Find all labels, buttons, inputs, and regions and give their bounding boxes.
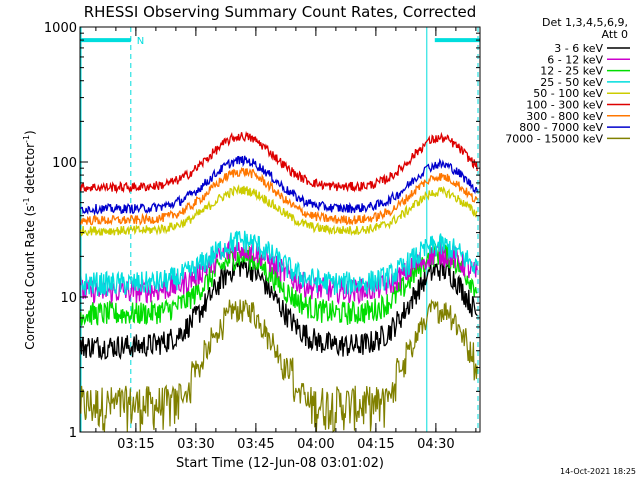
series-line (80, 230, 478, 297)
legend-label: 100 - 300 keV (526, 99, 603, 112)
y-axis-label-text: Corrected Count Rate (s (23, 205, 37, 349)
flag-label: N (137, 36, 144, 47)
legend-label: 6 - 12 keV (547, 53, 603, 66)
legend-label: 800 - 7000 keV (519, 121, 603, 134)
series-line (80, 255, 478, 361)
series-line (80, 298, 478, 434)
y-axis-label-end: ) (23, 130, 37, 135)
y-axis-label-sup1: -1 (22, 197, 31, 205)
legend-label: 3 - 6 keV (554, 42, 603, 55)
x-axis: 03:15 03:30 03:45 04:00 04:15 04:30 (95, 27, 477, 452)
legend-label: 25 - 50 keV (540, 76, 603, 89)
y-tick-label: 100 (52, 156, 77, 171)
series-line (80, 184, 478, 237)
x-tick-label: 04:00 (297, 437, 334, 452)
x-axis-label: Start Time (12-Jun-08 03:01:02) (176, 456, 384, 471)
series-line (80, 130, 478, 195)
footer-date: 14-Oct-2021 18:25 (560, 467, 636, 476)
y-tick-label: 1000 (44, 21, 77, 36)
y-axis: 1 10 100 1000 (44, 21, 480, 441)
legend-label: 50 - 100 keV (533, 87, 603, 100)
x-tick-label: 03:45 (237, 437, 274, 452)
plot-frame (79, 26, 481, 433)
series-line (80, 166, 478, 226)
y-tick-label: 1 (69, 426, 77, 441)
legend-header-line2: Att 0 (602, 28, 628, 41)
series-line (80, 242, 478, 326)
x-tick-label: 03:15 (117, 437, 154, 452)
x-tick-label: 04:30 (417, 437, 454, 452)
x-tick-label: 03:30 (177, 437, 214, 452)
legend-label: 12 - 25 keV (540, 65, 603, 78)
x-tick-label: 04:15 (357, 437, 394, 452)
legend-header-line1: Det 1,3,4,5,6,9, (542, 16, 628, 29)
legend-label: 7000 - 15000 keV (505, 132, 603, 145)
series-line (80, 155, 478, 216)
series-layer (80, 130, 478, 434)
y-axis-label-sup2: -1 (22, 135, 31, 143)
chart-title: RHESSI Observing Summary Count Rates, Co… (84, 3, 477, 21)
plot-lines: N (80, 27, 480, 432)
y-axis-label-mid: detector (23, 143, 37, 198)
y-tick-label: 10 (60, 291, 77, 306)
legend-label: 300 - 800 keV (526, 110, 603, 123)
y-axis-label: Corrected Count Rate (s-1 detector-1) (22, 130, 37, 349)
